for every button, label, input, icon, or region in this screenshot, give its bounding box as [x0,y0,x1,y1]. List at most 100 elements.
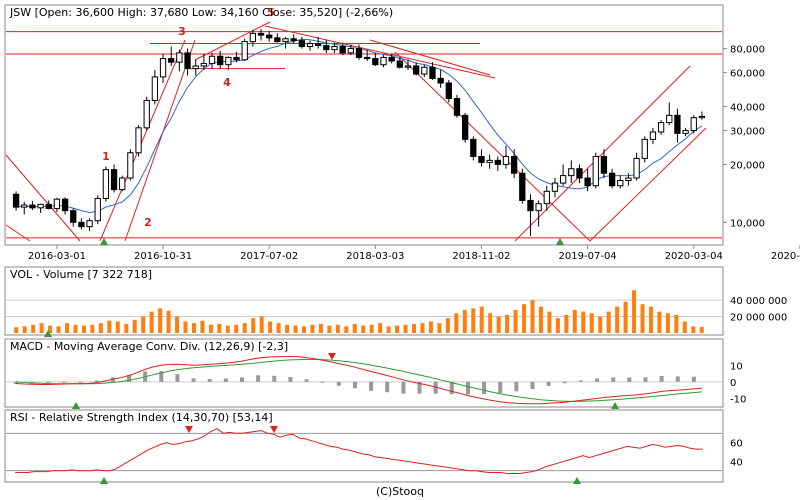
volume-bar [208,324,213,333]
price-ytick-label: 20,000 [730,160,765,171]
footer-credit: (C)Stooq [376,485,424,498]
volume-panel-title: VOL - Volume [7 322 718] [10,268,152,281]
candle-body [119,177,126,191]
price-ytick-label: 40,000 [730,103,765,114]
macd-histogram-bar [514,381,519,392]
macd-histogram-bar [385,381,390,393]
macd-histogram-bar [578,380,583,382]
buy-signal-marker [611,402,619,409]
trend-line [124,39,196,242]
wave-annotation: 5 [267,6,275,19]
volume-bar [581,311,586,333]
price-x-axis: 2016-03-01 2016-10-31 2017-07-02 2018-03-03… [28,245,800,262]
volume-bar [234,324,239,333]
volume-bar [361,325,366,333]
volume-bar [149,311,154,333]
candle-body [37,203,44,209]
volume-bar [378,323,383,333]
candle-body [412,65,420,75]
buy-signal-marker [44,330,52,337]
candle-body [445,82,452,100]
candle-body [323,45,330,51]
macd-histogram-bar [691,376,696,382]
volume-bar [488,313,493,333]
candle-body [159,58,167,78]
candle-body [127,152,134,179]
volume-bar [158,308,163,333]
buy-signal-marker [100,238,108,245]
volume-bar [699,326,704,333]
macd-histogram-bar [611,377,616,382]
volume-bar [665,313,670,333]
volume-bar [56,326,61,333]
candle-body [649,131,657,140]
price-candles [12,29,706,236]
volume-bar [200,320,205,333]
volume-bar [175,316,180,333]
volume-bar [572,309,577,333]
volume-bar [98,323,103,333]
rsi-panel-frame [4,409,724,483]
macd-histogram-bar [562,381,567,384]
volume-bar [606,311,611,333]
volume-bar [538,306,543,333]
candle-body [510,155,518,174]
macd-histogram-bar [46,381,51,383]
rsi-y-axis: 60 40 [730,439,743,469]
candle-body [608,172,616,187]
volume-bar [73,324,78,333]
candle-body [298,40,306,48]
buy-signal-marker [573,477,581,484]
volume-bar [547,311,552,333]
volume-bars [14,290,704,337]
volume-bar [14,327,19,333]
volume-bar [471,308,476,333]
candle-body [551,182,559,192]
candle-body [576,168,583,179]
price-xtick-label: 2018-03-03 [346,251,404,262]
wave-annotation: 2 [144,216,152,229]
trend-line [5,154,81,242]
volume-bar [530,300,535,333]
rsi-ytick-label: 60 [730,439,743,450]
volume-panel-frame [4,266,724,336]
trend-line [99,39,186,242]
trend-line [264,25,496,79]
macd-panel: 10 0 -10 MACD - Moving Average Conv. Div. … [4,338,746,409]
candle-body [690,117,697,132]
macd-histogram-bar [546,381,551,386]
candle-body [241,41,248,61]
volume-bar [505,314,510,333]
macd-histogram-bar [94,380,99,382]
macd-histogram-bar [288,376,293,382]
candle-body [347,48,354,54]
macd-histogram-bar [433,381,438,394]
macd-ytick-label: 10 [730,361,743,372]
candle-body [306,43,314,48]
candle-body [478,155,485,163]
macd-histogram-bar [530,381,535,390]
candle-body [543,190,550,205]
volume-bar [555,318,560,333]
volume-bar [327,325,332,333]
candle-body [45,203,52,210]
volume-bar [242,323,247,333]
candle-body [339,46,346,54]
volume-bar [386,326,391,333]
macd-panel-title: MACD - Moving Average Conv. Div. (12,26,… [10,340,288,353]
macd-histogram-bar [320,381,325,383]
price-xtick-label: 2019-07-04 [559,251,617,262]
macd-histogram-bar [401,381,406,394]
buy-signal-marker [100,477,108,484]
candle-body [53,198,61,210]
volume-bar [141,316,146,333]
volume-bar [479,306,484,333]
volume-bar [301,326,306,333]
candle-body [437,77,444,84]
volume-bar [31,324,36,333]
candle-body [102,169,110,200]
volume-bar [369,324,374,333]
candle-body [355,48,363,58]
price-xtick-label: 2020-11-03 [771,251,800,262]
volume-bar [115,321,120,333]
